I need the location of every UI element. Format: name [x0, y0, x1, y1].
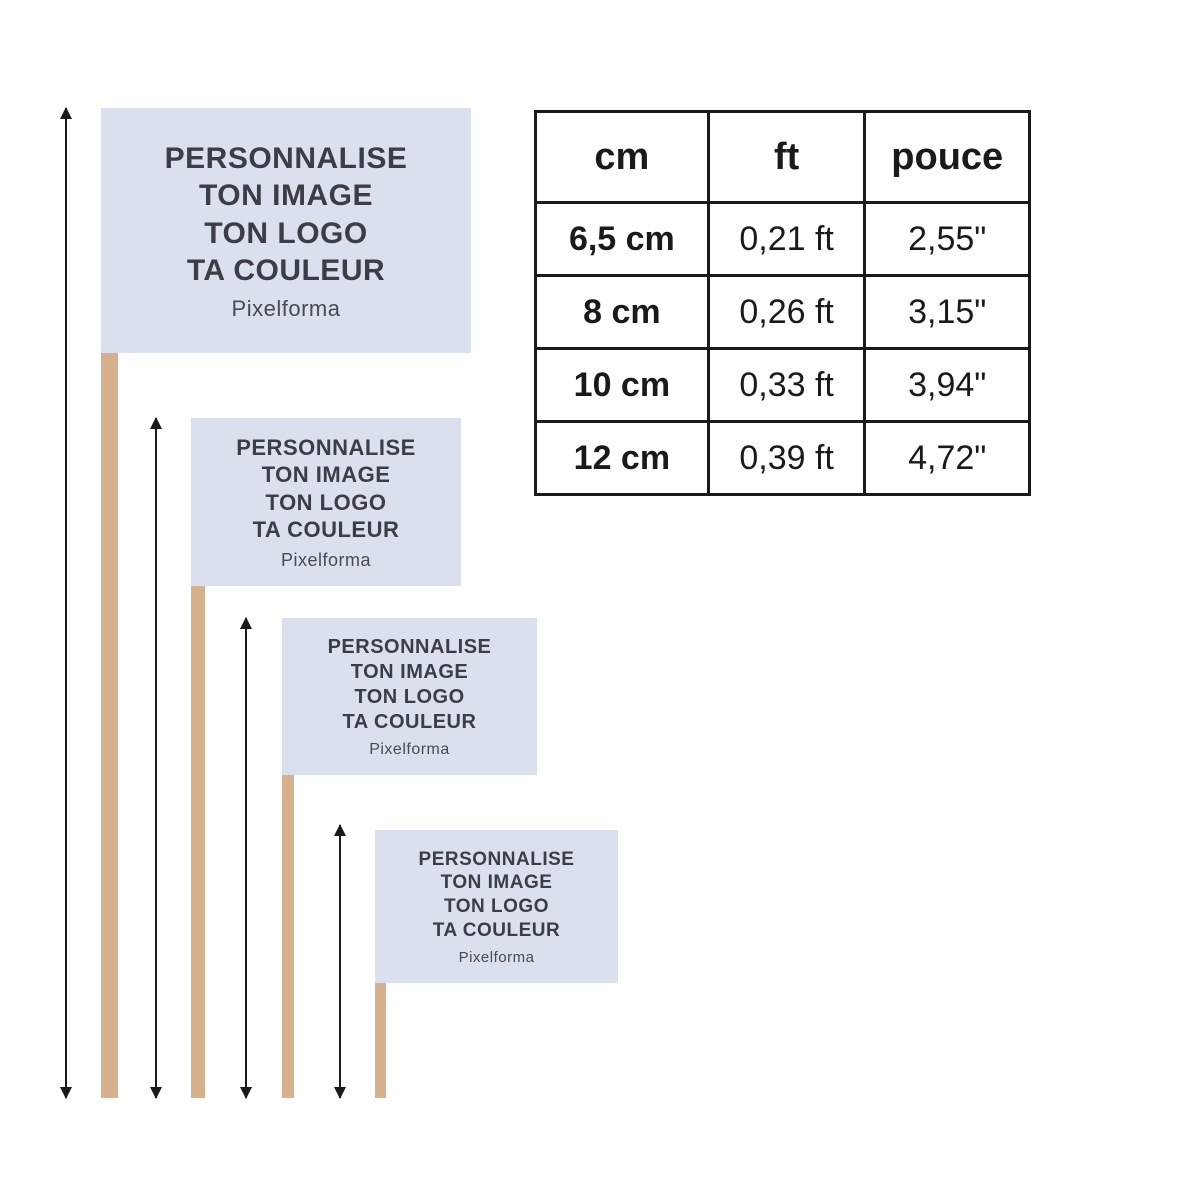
- table-row: 6,5 cm0,21 ft2,55": [536, 203, 1030, 276]
- flag-brand: Pixelforma: [232, 296, 341, 322]
- cell-pouce: 4,72": [865, 422, 1030, 495]
- flag-brand: Pixelforma: [281, 550, 371, 571]
- header-pouce: pouce: [865, 112, 1030, 203]
- height-arrow-4: [339, 825, 341, 1098]
- cell-cm: 6,5 cm: [536, 203, 709, 276]
- cell-cm: 12 cm: [536, 422, 709, 495]
- cell-ft: 0,33 ft: [708, 349, 865, 422]
- flag-stick-2: [191, 586, 205, 1098]
- flag-line4: TA COULEUR: [187, 252, 385, 290]
- flag-line4: TA COULEUR: [253, 516, 400, 544]
- cell-ft: 0,26 ft: [708, 276, 865, 349]
- cell-pouce: 3,94": [865, 349, 1030, 422]
- flag-line3: TON LOGO: [204, 215, 367, 253]
- flag-line1: PERSONNALISE: [419, 848, 575, 872]
- flag-panel-2: PERSONNALISE TON IMAGE TON LOGO TA COULE…: [191, 418, 461, 586]
- height-arrow-1: [65, 108, 67, 1098]
- height-arrow-2: [155, 418, 157, 1098]
- header-ft: ft: [708, 112, 865, 203]
- flag-line3: TON LOGO: [444, 895, 549, 919]
- height-arrow-3: [245, 618, 247, 1098]
- table-row: 10 cm0,33 ft3,94": [536, 349, 1030, 422]
- cell-cm: 8 cm: [536, 276, 709, 349]
- header-cm: cm: [536, 112, 709, 203]
- flag-line1: PERSONNALISE: [165, 140, 408, 178]
- cell-pouce: 2,55": [865, 203, 1030, 276]
- flag-line4: TA COULEUR: [343, 710, 477, 735]
- size-conversion-table: cm ft pouce 6,5 cm0,21 ft2,55"8 cm0,26 f…: [534, 110, 1031, 496]
- flag-brand: Pixelforma: [369, 741, 450, 759]
- flag-line1: PERSONNALISE: [236, 434, 416, 462]
- flag-line4: TA COULEUR: [433, 919, 560, 943]
- cell-cm: 10 cm: [536, 349, 709, 422]
- table-header-row: cm ft pouce: [536, 112, 1030, 203]
- flag-panel-4: PERSONNALISE TON IMAGE TON LOGO TA COULE…: [375, 830, 618, 983]
- table-row: 12 cm0,39 ft4,72": [536, 422, 1030, 495]
- flag-stick-3: [282, 775, 294, 1098]
- flag-line2: TON IMAGE: [262, 461, 391, 489]
- cell-pouce: 3,15": [865, 276, 1030, 349]
- flag-line1: PERSONNALISE: [328, 635, 492, 660]
- flag-stick-4: [375, 983, 386, 1098]
- flag-line2: TON IMAGE: [441, 871, 553, 895]
- flag-line3: TON LOGO: [354, 685, 464, 710]
- cell-ft: 0,39 ft: [708, 422, 865, 495]
- flag-stick-1: [101, 353, 118, 1098]
- flag-panel-1: PERSONNALISE TON IMAGE TON LOGO TA COULE…: [101, 108, 471, 353]
- flag-brand: Pixelforma: [459, 949, 535, 966]
- cell-ft: 0,21 ft: [708, 203, 865, 276]
- flag-size-diagram: PERSONNALISE TON IMAGE TON LOGO TA COULE…: [0, 0, 1200, 1200]
- flag-panel-3: PERSONNALISE TON IMAGE TON LOGO TA COULE…: [282, 618, 537, 775]
- flag-line2: TON IMAGE: [351, 660, 468, 685]
- flag-line3: TON LOGO: [266, 489, 387, 517]
- flag-line2: TON IMAGE: [199, 177, 373, 215]
- table-row: 8 cm0,26 ft3,15": [536, 276, 1030, 349]
